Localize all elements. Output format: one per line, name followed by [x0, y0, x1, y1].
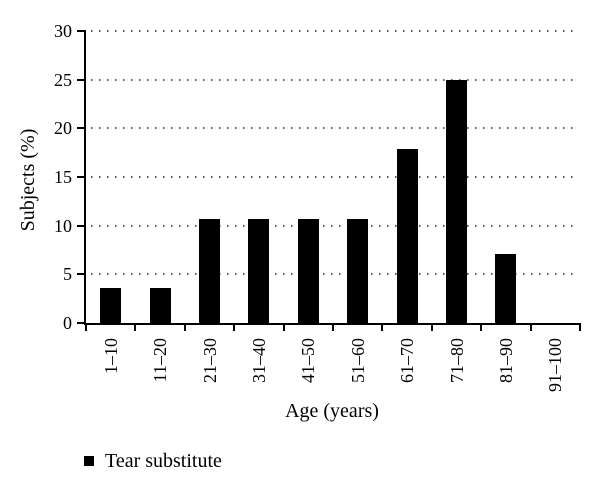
bar — [495, 253, 517, 323]
gridline — [91, 224, 577, 227]
y-axis-tick — [77, 127, 86, 130]
plot-area: 0 5 10 15 20 25 30 1–10 11–20 21–30 31–40 41–50 51–6… — [54, 21, 581, 392]
x-axis-tick — [381, 323, 384, 331]
y-tick-label: 30 — [54, 21, 72, 41]
x-axis-tick — [332, 323, 334, 331]
x-axis-tick — [430, 323, 433, 331]
y-tick-label: 10 — [54, 215, 72, 236]
y-axis-tick — [77, 30, 86, 32]
x-tick-label: 71–80 — [446, 338, 467, 383]
legend: Tear substitute — [84, 449, 222, 473]
y-tick-label: 20 — [54, 118, 72, 139]
x-tick-label: 21–30 — [199, 338, 220, 383]
bar — [297, 218, 319, 323]
x-tick-label: 91–100 — [545, 338, 566, 392]
bar — [396, 148, 418, 323]
x-axis-tick — [233, 323, 236, 331]
x-tick-label: 1–10 — [100, 338, 121, 374]
gridline — [91, 78, 577, 81]
y-tick-label: 25 — [54, 69, 72, 90]
y-tick-label: 0 — [63, 313, 72, 333]
x-tick-label: 81–90 — [495, 338, 516, 383]
y-tick-label: 15 — [54, 167, 72, 187]
x-axis-tick — [183, 323, 186, 331]
x-tick-label: 11–20 — [150, 338, 171, 383]
y-axis-tick — [77, 78, 86, 81]
x-axis-tick — [134, 323, 137, 331]
legend-square-marker — [84, 456, 94, 466]
bar — [100, 288, 122, 323]
y-axis-tick — [77, 273, 86, 276]
bar — [149, 288, 171, 323]
bar — [446, 79, 467, 323]
gridline — [91, 127, 577, 130]
gridline — [91, 30, 577, 32]
x-axis-tick — [529, 323, 532, 331]
x-axis-tick — [85, 323, 87, 331]
x-axis-tick — [579, 323, 581, 331]
bar — [248, 218, 270, 323]
x-axis-title: Age (years) — [285, 400, 379, 422]
bar — [199, 218, 220, 323]
gridline — [91, 176, 577, 178]
y-axis-tick — [77, 322, 86, 324]
legend-label: Tear substitute — [105, 450, 222, 472]
gridline — [91, 273, 577, 276]
y-axis-title: Subjects (%) — [17, 128, 39, 232]
x-axis-tick — [480, 323, 483, 331]
y-axis-tick — [77, 224, 86, 227]
y-tick-label: 5 — [63, 264, 72, 285]
bar — [347, 218, 369, 323]
y-axis-tick — [77, 176, 86, 178]
x-axis-tick — [282, 323, 285, 331]
